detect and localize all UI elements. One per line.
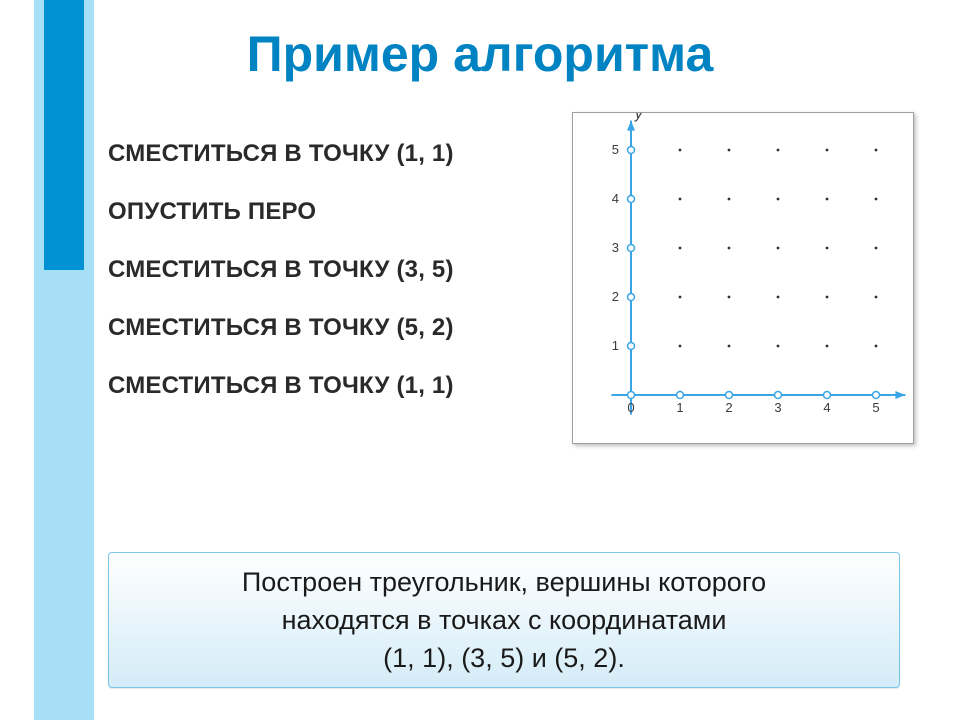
svg-text:1: 1 [612,338,619,353]
step-item: СМЕСТИТЬСЯ В ТОЧКУ (3, 5) [108,256,538,284]
step-item: СМЕСТИТЬСЯ В ТОЧКУ (5, 2) [108,314,538,342]
chart-svg: 01234512345xy [573,113,913,443]
svg-text:5: 5 [872,400,879,415]
algorithm-steps: СМЕСТИТЬСЯ В ТОЧКУ (1, 1) ОПУСТИТЬ ПЕРО … [108,140,538,430]
svg-text:4: 4 [612,191,619,206]
svg-text:1: 1 [676,400,683,415]
slide: Пример алгоритма СМЕСТИТЬСЯ В ТОЧКУ (1, … [0,0,960,720]
svg-text:y: y [634,113,644,123]
step-item: СМЕСТИТЬСЯ В ТОЧКУ (1, 1) [108,140,538,168]
svg-text:2: 2 [725,400,732,415]
svg-text:5: 5 [612,142,619,157]
svg-text:3: 3 [612,240,619,255]
summary-line: (1, 1), (3, 5) и (5, 2). [383,643,625,673]
svg-text:4: 4 [823,400,830,415]
summary-line: Построен треугольник, вершины которого [242,567,766,597]
summary-box: Построен треугольник, вершины которого н… [108,552,900,688]
coordinate-chart: 01234512345xy [572,112,914,444]
summary-text: Построен треугольник, вершины которого н… [242,563,766,677]
svg-text:3: 3 [774,400,781,415]
summary-line: находятся в точках с координатами [282,605,727,635]
page-title: Пример алгоритма [0,25,960,83]
step-item: СМЕСТИТЬСЯ В ТОЧКУ (1, 1) [108,372,538,400]
svg-text:0: 0 [627,400,634,415]
step-item: ОПУСТИТЬ ПЕРО [108,198,538,226]
svg-text:2: 2 [612,289,619,304]
